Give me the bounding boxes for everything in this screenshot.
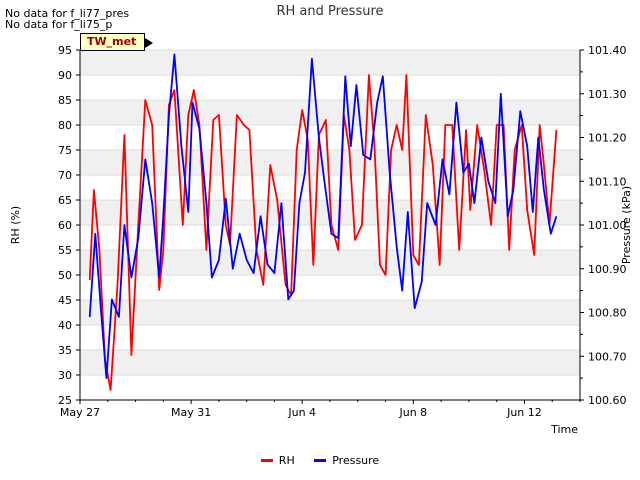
no-data-note-2: No data for f_li75_p [5,18,113,31]
station-tag: TW_met [80,33,154,51]
grid-band [80,350,580,375]
y-tick-label: 40 [58,319,72,332]
grid-band [80,250,580,275]
y2-tick-label: 100.90 [588,263,627,276]
grid-band [80,375,580,400]
y-tick-label: 25 [58,394,72,407]
y-tick-label: 45 [58,294,72,307]
y2-tick-label: 100.80 [588,307,627,320]
legend-swatch-pressure [314,459,327,462]
y2-tick-label: 101.00 [588,219,627,232]
legend-label-pressure: Pressure [332,454,380,467]
y-tick-label: 30 [58,369,72,382]
grid-band [80,275,580,300]
legend-item-rh[interactable]: RH [260,454,295,467]
x-tick-label: May 31 [171,406,211,419]
y2-tick-label: 100.60 [588,394,627,407]
grid-band [80,75,580,100]
y-tick-label: 50 [58,269,72,282]
y-tick-label: 65 [58,194,72,207]
y-tick-label: 90 [58,69,72,82]
y2-tick-label: 101.20 [588,132,627,145]
chart-title: RH and Pressure [276,4,383,19]
legend: RH Pressure [0,452,640,467]
y-tick-label: 80 [58,119,72,132]
no-data-note-1: No data for f_li77_pres [5,7,130,20]
y-tick-label: 55 [58,244,72,257]
grid-band [80,100,580,125]
y-tick-label: 35 [58,344,72,357]
y-tick-label: 85 [58,94,72,107]
y-tick-label: 75 [58,144,72,157]
legend-item-pressure[interactable]: Pressure [314,454,379,467]
grid-band [80,325,580,350]
y2-axis-label: Pressure (kPa) [620,186,633,264]
x-tick-label: May 27 [60,406,100,419]
legend-swatch-rh [260,459,273,462]
x-tick-label: Jun 4 [287,406,316,419]
y-tick-label: 95 [58,44,72,57]
grid-band [80,300,580,325]
grid-band [80,50,580,75]
x-tick-label: Jun 12 [506,406,542,419]
y-tick-label: 70 [58,169,72,182]
y-axis-label: RH (%) [9,206,22,244]
y2-tick-label: 101.30 [588,88,627,101]
y2-tick-label: 101.40 [588,44,627,57]
x-axis-label: Time [550,423,578,436]
series-line-pressure [88,53,558,380]
y2-tick-label: 100.70 [588,350,627,363]
y-tick-label: 60 [58,219,72,232]
x-tick-label: Jun 8 [398,406,427,419]
y2-tick-label: 101.10 [588,175,627,188]
legend-label-rh: RH [278,454,295,467]
